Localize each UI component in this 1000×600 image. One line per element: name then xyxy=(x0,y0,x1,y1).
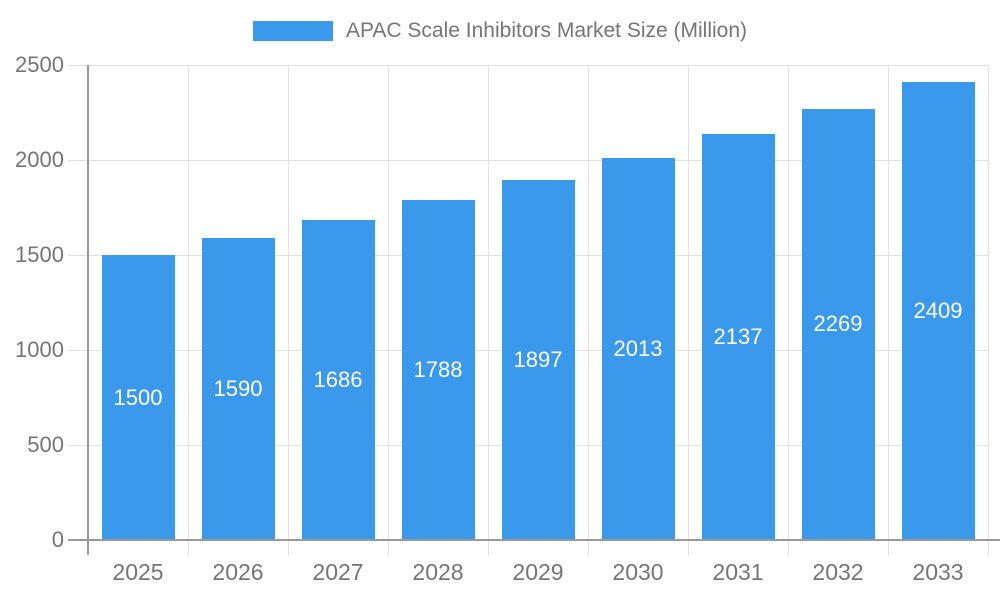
y-tick-label: 500 xyxy=(27,432,64,457)
bar-2026: 1590 xyxy=(201,237,275,540)
legend[interactable]: APAC Scale Inhibitors Market Size (Milli… xyxy=(0,18,1000,44)
bar-value-label: 2269 xyxy=(813,311,863,337)
legend-swatch[interactable] xyxy=(252,21,333,41)
bar-2032: 2269 xyxy=(801,108,875,540)
y-tick-label: 1500 xyxy=(15,242,64,267)
x-gridline xyxy=(887,65,889,556)
x-tick-label: 2029 xyxy=(512,559,564,585)
y-axis-tick xyxy=(68,64,88,66)
x-tick-label: 2032 xyxy=(812,559,864,585)
x-tick-label: 2026 xyxy=(212,559,264,585)
bar-value-label: 1500 xyxy=(113,384,163,410)
x-tick-label: 2030 xyxy=(612,559,664,585)
bar-value-label: 1897 xyxy=(513,346,563,372)
bar-value-label: 2013 xyxy=(613,335,663,361)
y-tick-label: 2500 xyxy=(15,52,64,77)
x-gridline xyxy=(287,65,289,556)
bar-value-label: 1788 xyxy=(413,357,463,383)
bar-2033: 2409 xyxy=(901,82,975,540)
legend-label[interactable]: APAC Scale Inhibitors Market Size (Milli… xyxy=(345,19,748,42)
x-tick-label: 2033 xyxy=(912,559,964,585)
bar-2025: 1500 xyxy=(101,255,175,540)
x-axis-line xyxy=(68,539,1000,541)
x-tick-label: 2028 xyxy=(412,559,464,585)
bar-2027: 1686 xyxy=(301,219,375,540)
bar-value-label: 1590 xyxy=(213,375,263,401)
x-tick-label: 2025 xyxy=(112,559,164,585)
bar-2030: 2013 xyxy=(601,157,675,540)
x-gridline xyxy=(987,65,989,556)
y-gridline xyxy=(88,64,988,66)
bar-2031: 2137 xyxy=(701,133,775,540)
y-axis-line xyxy=(87,65,89,555)
bar-2029: 1897 xyxy=(501,179,575,540)
bar-2028: 1788 xyxy=(401,200,475,540)
x-gridline xyxy=(387,65,389,556)
x-gridline xyxy=(587,65,589,556)
plot-area: 0 500 1000 1500 2000 2500 1500 2025 1590 2026 1686… xyxy=(15,52,1000,585)
y-gridline xyxy=(88,159,988,161)
x-tick-label: 2031 xyxy=(712,559,764,585)
x-gridline xyxy=(787,65,789,556)
y-axis-tick xyxy=(68,444,88,446)
x-gridline xyxy=(487,65,489,556)
y-axis-tick xyxy=(68,254,88,256)
y-tick-label: 2000 xyxy=(15,147,64,172)
x-tick-label: 2027 xyxy=(312,559,364,585)
y-axis-tick xyxy=(68,159,88,161)
bar-value-label: 1686 xyxy=(313,366,363,392)
y-tick-label: 0 xyxy=(51,527,64,552)
bar-value-label: 2409 xyxy=(913,298,963,324)
y-tick-label: 1000 xyxy=(15,337,64,362)
bar-value-label: 2137 xyxy=(713,323,763,349)
x-gridline xyxy=(687,65,689,556)
y-axis-tick xyxy=(68,349,88,351)
x-gridline xyxy=(187,65,189,556)
